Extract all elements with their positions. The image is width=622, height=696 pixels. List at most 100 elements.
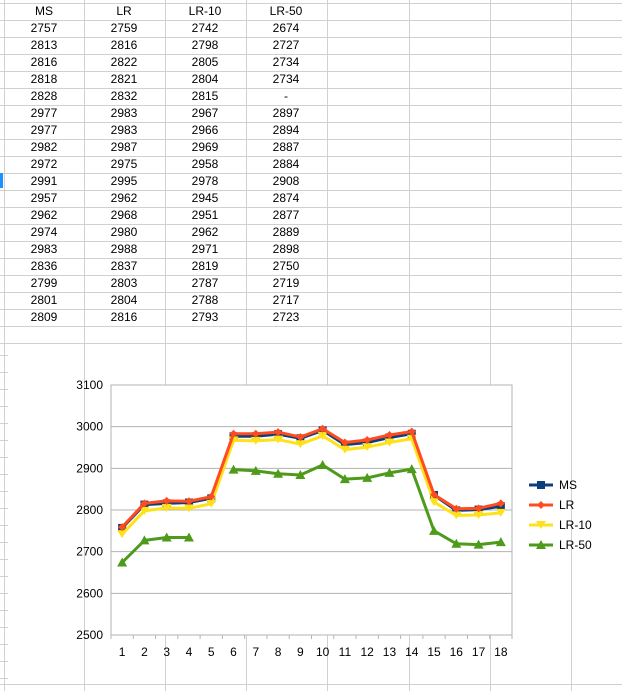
data-cell[interactable]: 2757 — [30, 21, 58, 35]
data-cell[interactable]: 2816 — [110, 38, 138, 52]
data-cell[interactable]: 2980 — [110, 225, 138, 239]
data-cell[interactable]: 2966 — [191, 123, 219, 137]
data-cell[interactable]: 2877 — [272, 208, 300, 222]
data-cell[interactable]: 2957 — [30, 191, 58, 205]
data-point[interactable] — [295, 440, 306, 449]
data-cell[interactable]: 2987 — [110, 140, 138, 154]
data-cell[interactable]: 2803 — [110, 276, 138, 290]
data-cell[interactable]: 2832 — [110, 89, 138, 103]
data-point[interactable] — [362, 443, 373, 452]
data-point[interactable] — [117, 557, 128, 567]
data-cell[interactable]: 2971 — [191, 242, 219, 256]
data-point[interactable] — [183, 504, 194, 513]
data-cell[interactable]: 2958 — [191, 157, 219, 171]
legend-marker[interactable] — [536, 540, 546, 549]
legend-marker[interactable] — [537, 481, 545, 489]
data-point[interactable] — [384, 438, 395, 447]
data-cell[interactable]: 2793 — [191, 310, 219, 324]
data-point[interactable] — [228, 464, 239, 474]
data-cell[interactable]: 2798 — [191, 38, 219, 52]
data-point[interactable] — [451, 511, 462, 520]
data-cell[interactable]: 2975 — [110, 157, 138, 171]
data-point[interactable] — [339, 445, 350, 454]
data-cell[interactable]: 2967 — [191, 106, 219, 120]
header-cell[interactable]: LR-10 — [188, 4, 222, 18]
data-cell[interactable]: 2719 — [272, 276, 300, 290]
data-cell[interactable]: 2887 — [272, 140, 300, 154]
legend-marker[interactable] — [537, 501, 545, 509]
data-point[interactable] — [496, 499, 505, 508]
data-cell[interactable]: 2874 — [272, 191, 300, 205]
data-cell[interactable]: 2969 — [191, 140, 219, 154]
data-point[interactable] — [384, 467, 395, 477]
data-cell[interactable]: 2787 — [191, 276, 219, 290]
data-point[interactable] — [183, 532, 194, 542]
data-cell[interactable]: 2804 — [110, 293, 138, 307]
header-cell[interactable]: LR-50 — [269, 4, 303, 18]
data-cell[interactable]: 2983 — [30, 242, 58, 256]
data-point[interactable] — [251, 429, 260, 438]
data-cell[interactable]: 2821 — [110, 72, 138, 86]
data-cell[interactable]: 2977 — [30, 106, 58, 120]
data-cell[interactable]: 2884 — [272, 157, 300, 171]
data-cell[interactable]: 2962 — [110, 191, 138, 205]
data-cell[interactable]: 2723 — [272, 310, 300, 324]
data-cell[interactable]: 2945 — [191, 191, 219, 205]
data-cell[interactable]: 2972 — [30, 157, 58, 171]
data-cell[interactable]: 2828 — [30, 89, 58, 103]
data-cell[interactable]: 2816 — [110, 310, 138, 324]
data-point[interactable] — [295, 470, 306, 479]
data-point[interactable] — [474, 504, 483, 513]
data-point[interactable] — [161, 503, 172, 512]
data-cell[interactable]: 2734 — [272, 72, 300, 86]
data-point[interactable] — [207, 492, 216, 501]
data-cell[interactable]: 2977 — [30, 123, 58, 137]
data-point[interactable] — [473, 511, 484, 519]
data-point[interactable] — [139, 535, 150, 545]
data-point[interactable] — [117, 530, 128, 539]
data-point[interactable] — [273, 435, 284, 444]
data-cell[interactable]: 2816 — [30, 55, 58, 69]
data-cell[interactable]: 2968 — [110, 208, 138, 222]
data-point[interactable] — [430, 490, 439, 499]
data-point[interactable] — [140, 499, 149, 508]
data-cell[interactable]: - — [284, 89, 288, 103]
data-cell[interactable]: 2988 — [110, 242, 138, 256]
data-cell[interactable]: 2674 — [272, 21, 300, 35]
data-point[interactable] — [274, 428, 283, 437]
data-cell[interactable]: 2908 — [272, 174, 300, 188]
data-cell[interactable]: 2898 — [272, 242, 300, 256]
data-point[interactable] — [161, 532, 172, 542]
header-cell[interactable]: MS — [35, 4, 53, 18]
data-cell[interactable]: 2995 — [110, 174, 138, 188]
data-point[interactable] — [139, 506, 150, 515]
data-cell[interactable]: 2809 — [30, 310, 58, 324]
data-point[interactable] — [317, 460, 328, 469]
data-cell[interactable]: 2819 — [191, 259, 219, 273]
data-point[interactable] — [118, 523, 127, 532]
data-cell[interactable]: 2742 — [191, 21, 219, 35]
data-cell[interactable]: 2897 — [272, 106, 300, 120]
data-cell[interactable]: 2983 — [110, 123, 138, 137]
data-point[interactable] — [363, 436, 372, 444]
data-cell[interactable]: 2813 — [30, 38, 58, 52]
data-point[interactable] — [250, 436, 261, 445]
header-cell[interactable]: LR — [116, 4, 132, 18]
data-cell[interactable]: 2894 — [272, 123, 300, 137]
data-cell[interactable]: 2818 — [30, 72, 58, 86]
data-cell[interactable]: 2837 — [110, 259, 138, 273]
data-cell[interactable]: 2962 — [30, 208, 58, 222]
data-cell[interactable]: 2801 — [30, 293, 58, 307]
data-point[interactable] — [495, 508, 506, 517]
data-point[interactable] — [473, 539, 484, 549]
data-point[interactable] — [385, 431, 394, 439]
data-cell[interactable]: 2974 — [30, 225, 58, 239]
data-point[interactable] — [229, 429, 238, 438]
data-cell[interactable]: 2991 — [30, 174, 58, 188]
data-cell[interactable]: 2804 — [191, 72, 219, 86]
data-cell[interactable]: 2727 — [272, 38, 300, 52]
data-cell[interactable]: 2978 — [191, 174, 219, 188]
data-point[interactable] — [495, 537, 506, 547]
data-point[interactable] — [429, 498, 440, 507]
